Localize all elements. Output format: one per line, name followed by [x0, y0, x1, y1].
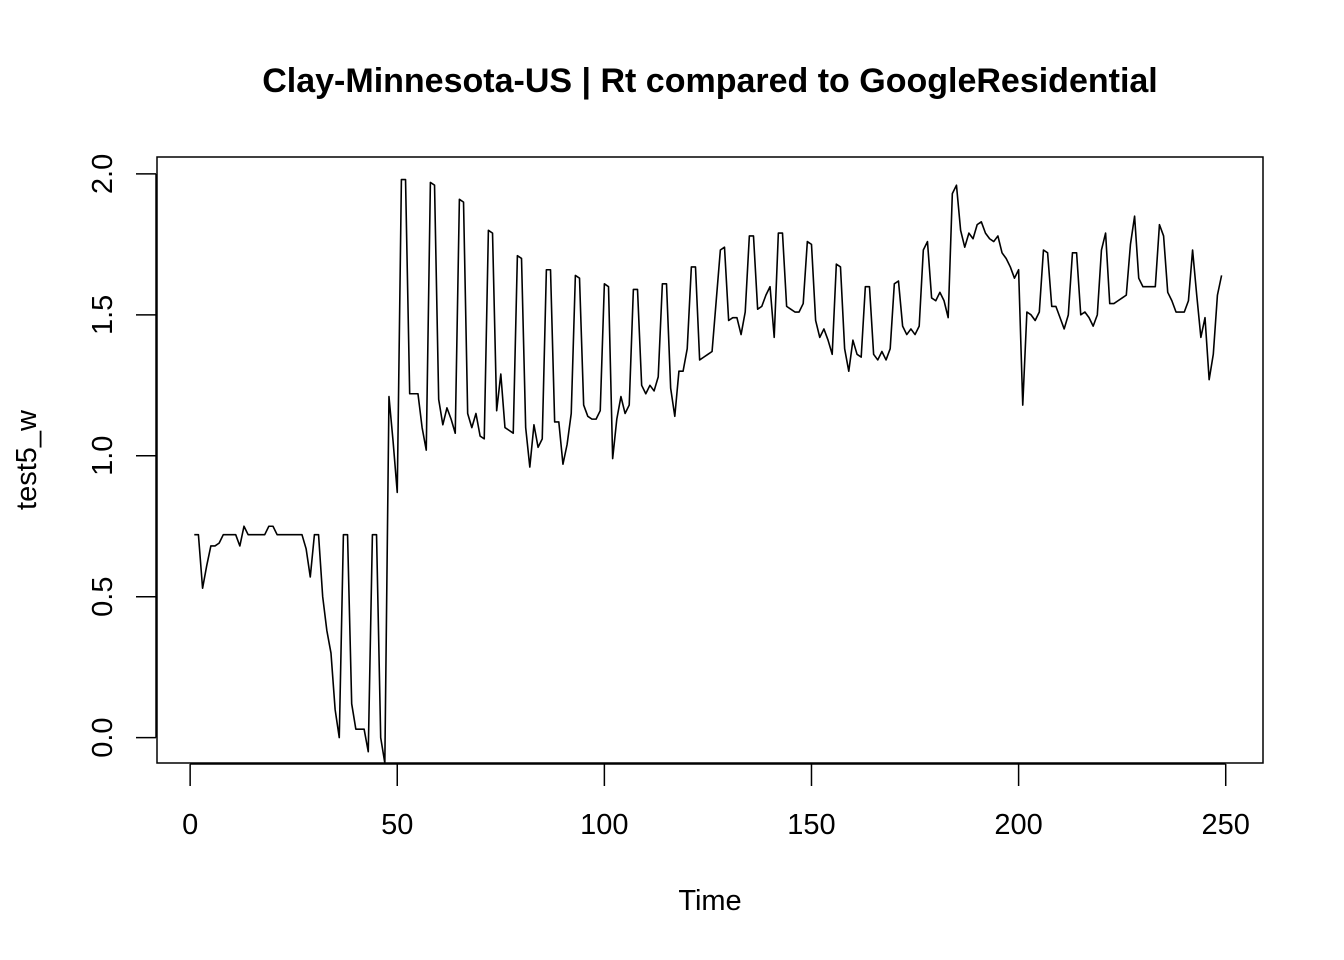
x-axis: 0 50 100 150 200 250: [182, 763, 1250, 841]
x-axis-label: Time: [678, 885, 741, 917]
plot-frame: [156, 156, 1264, 764]
y-axis: 0.0 0.5 1.0 1.5 2.0: [87, 154, 157, 758]
x-tick-label: 200: [994, 809, 1042, 841]
x-tick-label: 0: [182, 809, 198, 841]
x-tick-label: 250: [1202, 809, 1250, 841]
x-tick-label: 100: [580, 809, 628, 841]
x-tick-label: 50: [381, 809, 413, 841]
chart-title: Clay-Minnesota-US | Rt compared to Googl…: [262, 62, 1158, 100]
series-points: [193, 178, 1223, 764]
series-line: [194, 178, 1223, 764]
y-axis-label: test5_w: [11, 409, 43, 510]
y-tick-label: 1.5: [87, 295, 119, 335]
y-tick-label: 0.0: [87, 717, 119, 757]
y-tick-label: 0.5: [87, 577, 119, 617]
y-tick-label: 2.0: [87, 154, 119, 194]
x-tick-label: 150: [787, 809, 835, 841]
y-tick-label: 1.0: [87, 436, 119, 476]
